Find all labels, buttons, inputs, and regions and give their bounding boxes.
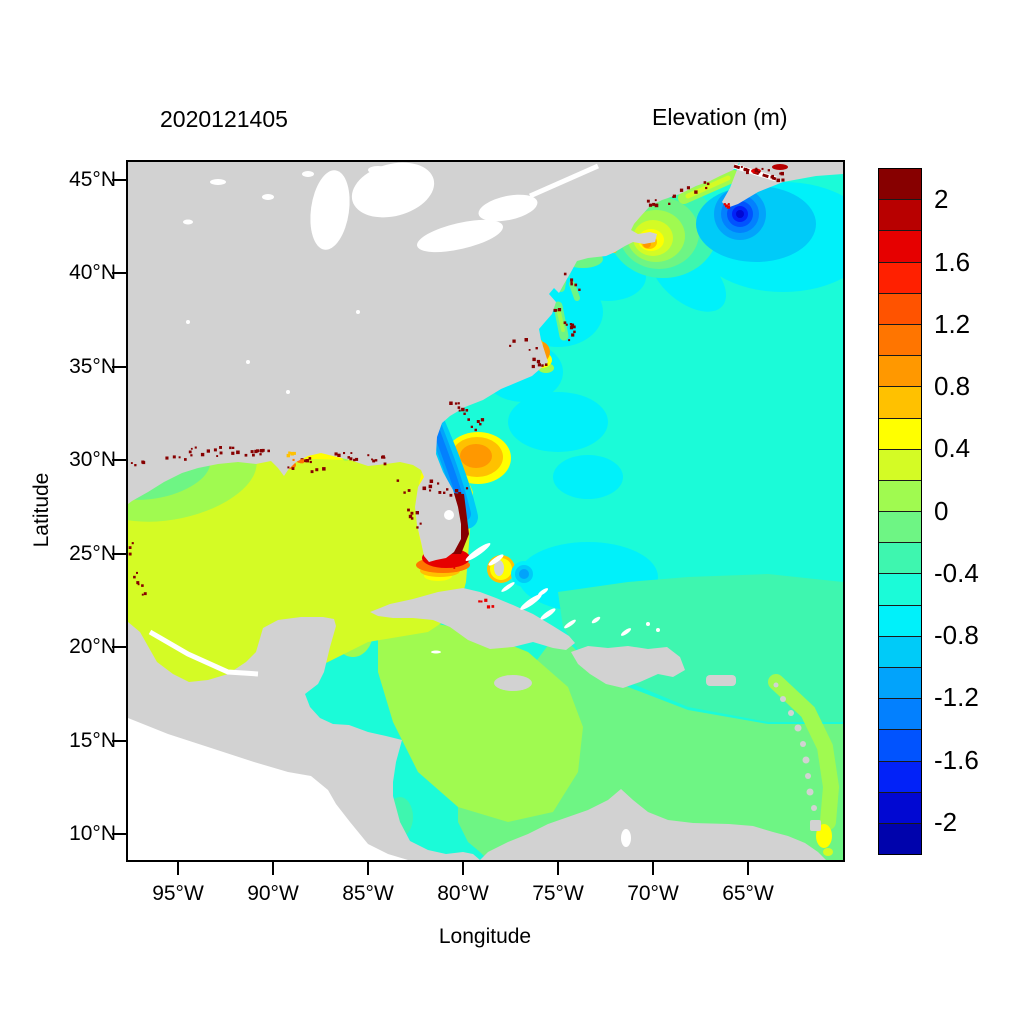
colorbar-tick-label: -0.8 <box>934 620 979 650</box>
y-tick-label: 10°N <box>69 822 116 845</box>
x-tick <box>557 862 559 875</box>
colorbar-tick-label: 0.8 <box>934 371 971 401</box>
y-axis-title: Latitude <box>30 472 53 548</box>
north-america-land <box>128 162 740 562</box>
colorbar-tick-label: -1.2 <box>934 682 979 712</box>
colorbar-segment <box>879 668 921 700</box>
x-tick <box>652 862 654 875</box>
lake-michigan <box>310 170 350 250</box>
colorbar-segment <box>879 324 921 357</box>
y-tick <box>112 833 126 835</box>
y-tick-label: 35°N <box>69 355 116 378</box>
south-america-land <box>480 789 826 860</box>
elevation-map <box>89 162 873 860</box>
st-lawrence-river <box>528 163 600 199</box>
lake-ontario <box>478 194 538 222</box>
pacific-ocean-nodata <box>128 718 408 860</box>
colorbar-segment <box>879 231 921 263</box>
lake-maracaibo <box>621 829 631 847</box>
y-tick-label: 20°N <box>69 635 116 658</box>
puerto-rico-land <box>706 675 736 686</box>
y-tick-label: 40°N <box>69 261 116 284</box>
y-tick <box>112 646 126 648</box>
colorbar-segment <box>879 293 921 325</box>
colorbar-tick-label: 1.2 <box>934 309 971 339</box>
jamaica-land <box>494 675 532 691</box>
coastal-flood-speckles <box>128 166 785 609</box>
y-tick-label: 25°N <box>69 542 116 565</box>
y-tick-label: 45°N <box>69 168 116 191</box>
colorbar-segment <box>879 543 921 575</box>
y-tick <box>112 459 126 461</box>
colorbar-tick-label: 0.4 <box>934 433 971 463</box>
colorbar-segment <box>879 387 921 419</box>
x-tick <box>272 862 274 875</box>
y-tick <box>112 179 126 181</box>
map-plot-area <box>89 160 873 862</box>
y-tick <box>112 553 126 555</box>
bahama-banks <box>465 543 632 636</box>
colorbar-segment <box>879 574 921 606</box>
x-tick-label: 95°W <box>152 882 204 905</box>
colorbar-segment <box>879 200 921 232</box>
cuba-land <box>370 588 575 650</box>
x-tick <box>462 862 464 875</box>
colorbar-tick-label: -0.4 <box>934 558 979 588</box>
colorbar-segment <box>879 418 921 450</box>
lake-st-clair <box>440 238 448 246</box>
colorbar-segment <box>879 792 921 824</box>
y-tick-label: 15°N <box>69 729 116 752</box>
colorbar-segment <box>879 356 921 388</box>
colorbar-segment <box>879 605 921 637</box>
lake-okeechobee <box>444 510 454 520</box>
x-tick-label: 75°W <box>532 882 584 905</box>
y-tick <box>112 740 126 742</box>
x-axis-title: Longitude <box>438 925 532 948</box>
lake-huron <box>351 162 435 218</box>
y-tick-label: 30°N <box>69 448 116 471</box>
colorbar-tick-label: 1.6 <box>934 247 971 277</box>
plot-title-timestamp: 2020121405 <box>160 106 288 132</box>
x-tick-label: 65°W <box>722 882 774 905</box>
colorbar-segment <box>879 730 921 762</box>
colorbar-segment <box>879 480 921 513</box>
colorbar-segment <box>879 636 921 668</box>
lake-erie <box>417 219 503 253</box>
colorbar-segment <box>879 169 921 201</box>
no-data-white <box>128 162 777 860</box>
colorbar-segment <box>879 512 921 544</box>
hispaniola-land <box>571 646 685 688</box>
x-tick-label: 70°W <box>627 882 679 905</box>
colorbar-tick-label: -1.6 <box>934 745 979 775</box>
colorbar-segment <box>879 262 921 294</box>
x-tick <box>747 862 749 875</box>
colorbar-segment <box>879 761 921 793</box>
x-tick-label: 85°W <box>342 882 394 905</box>
cayman-islands <box>431 650 441 654</box>
x-tick <box>177 862 179 875</box>
colorbar <box>878 168 922 855</box>
campeche-coast-gap <box>148 629 259 677</box>
andros-island <box>494 560 504 576</box>
nova-scotia-eddy <box>696 186 816 262</box>
x-tick-label: 80°W <box>437 882 489 905</box>
y-tick <box>112 272 126 274</box>
colorbar-title: Elevation (m) <box>652 104 788 130</box>
x-tick <box>367 862 369 875</box>
colorbar-segment <box>879 699 921 731</box>
colorbar-tick-label: 2 <box>934 184 949 214</box>
y-tick <box>112 366 126 368</box>
trinidad-land <box>810 820 821 831</box>
colorbar-segment <box>879 823 921 855</box>
colorbar-segment <box>879 449 921 481</box>
colorbar-tick-label: -2 <box>934 807 958 837</box>
lesser-antilles-islands <box>773 682 817 811</box>
colorbar-tick-label: 0 <box>934 496 949 526</box>
x-tick-label: 90°W <box>247 882 299 905</box>
